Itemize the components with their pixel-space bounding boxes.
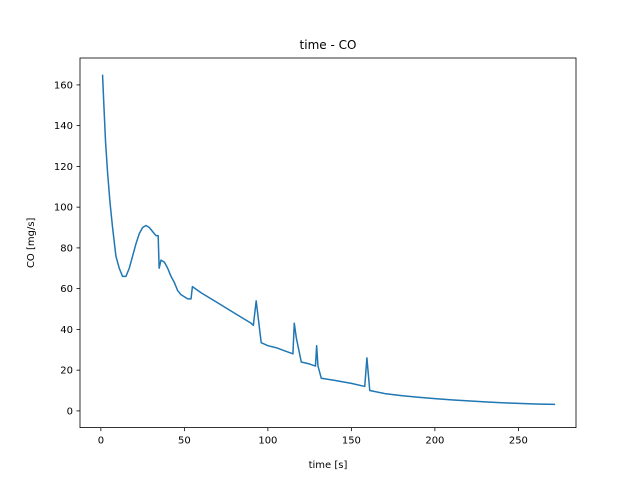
y-tick-label: 60 <box>60 284 73 295</box>
x-axis-label: time [s] <box>309 460 348 471</box>
y-tick-label: 80 <box>60 243 73 254</box>
y-axis-ticks: 0 20 40 60 80 100 120 140 160 <box>54 80 80 417</box>
y-tick-label: 140 <box>54 121 73 132</box>
x-tick-label: 150 <box>342 436 361 447</box>
y-axis-label: CO [mg/s] <box>26 217 37 268</box>
chart-title: time - CO <box>300 38 357 52</box>
x-axis-ticks: 0 50 100 150 200 250 <box>98 427 528 447</box>
y-tick-label: 20 <box>60 366 73 377</box>
x-tick-label: 50 <box>178 436 191 447</box>
axes-frame <box>79 57 577 429</box>
plot-area <box>101 74 556 406</box>
x-tick-label: 250 <box>509 436 528 447</box>
y-tick-label: 0 <box>67 406 73 417</box>
x-tick-label: 200 <box>425 436 444 447</box>
y-tick-label: 160 <box>54 80 73 91</box>
x-tick-label: 0 <box>98 436 104 447</box>
y-tick-label: 40 <box>60 325 73 336</box>
y-tick-label: 120 <box>54 162 73 173</box>
x-tick-label: 100 <box>258 436 277 447</box>
y-tick-label: 100 <box>54 203 73 214</box>
co-series-line <box>101 74 556 406</box>
